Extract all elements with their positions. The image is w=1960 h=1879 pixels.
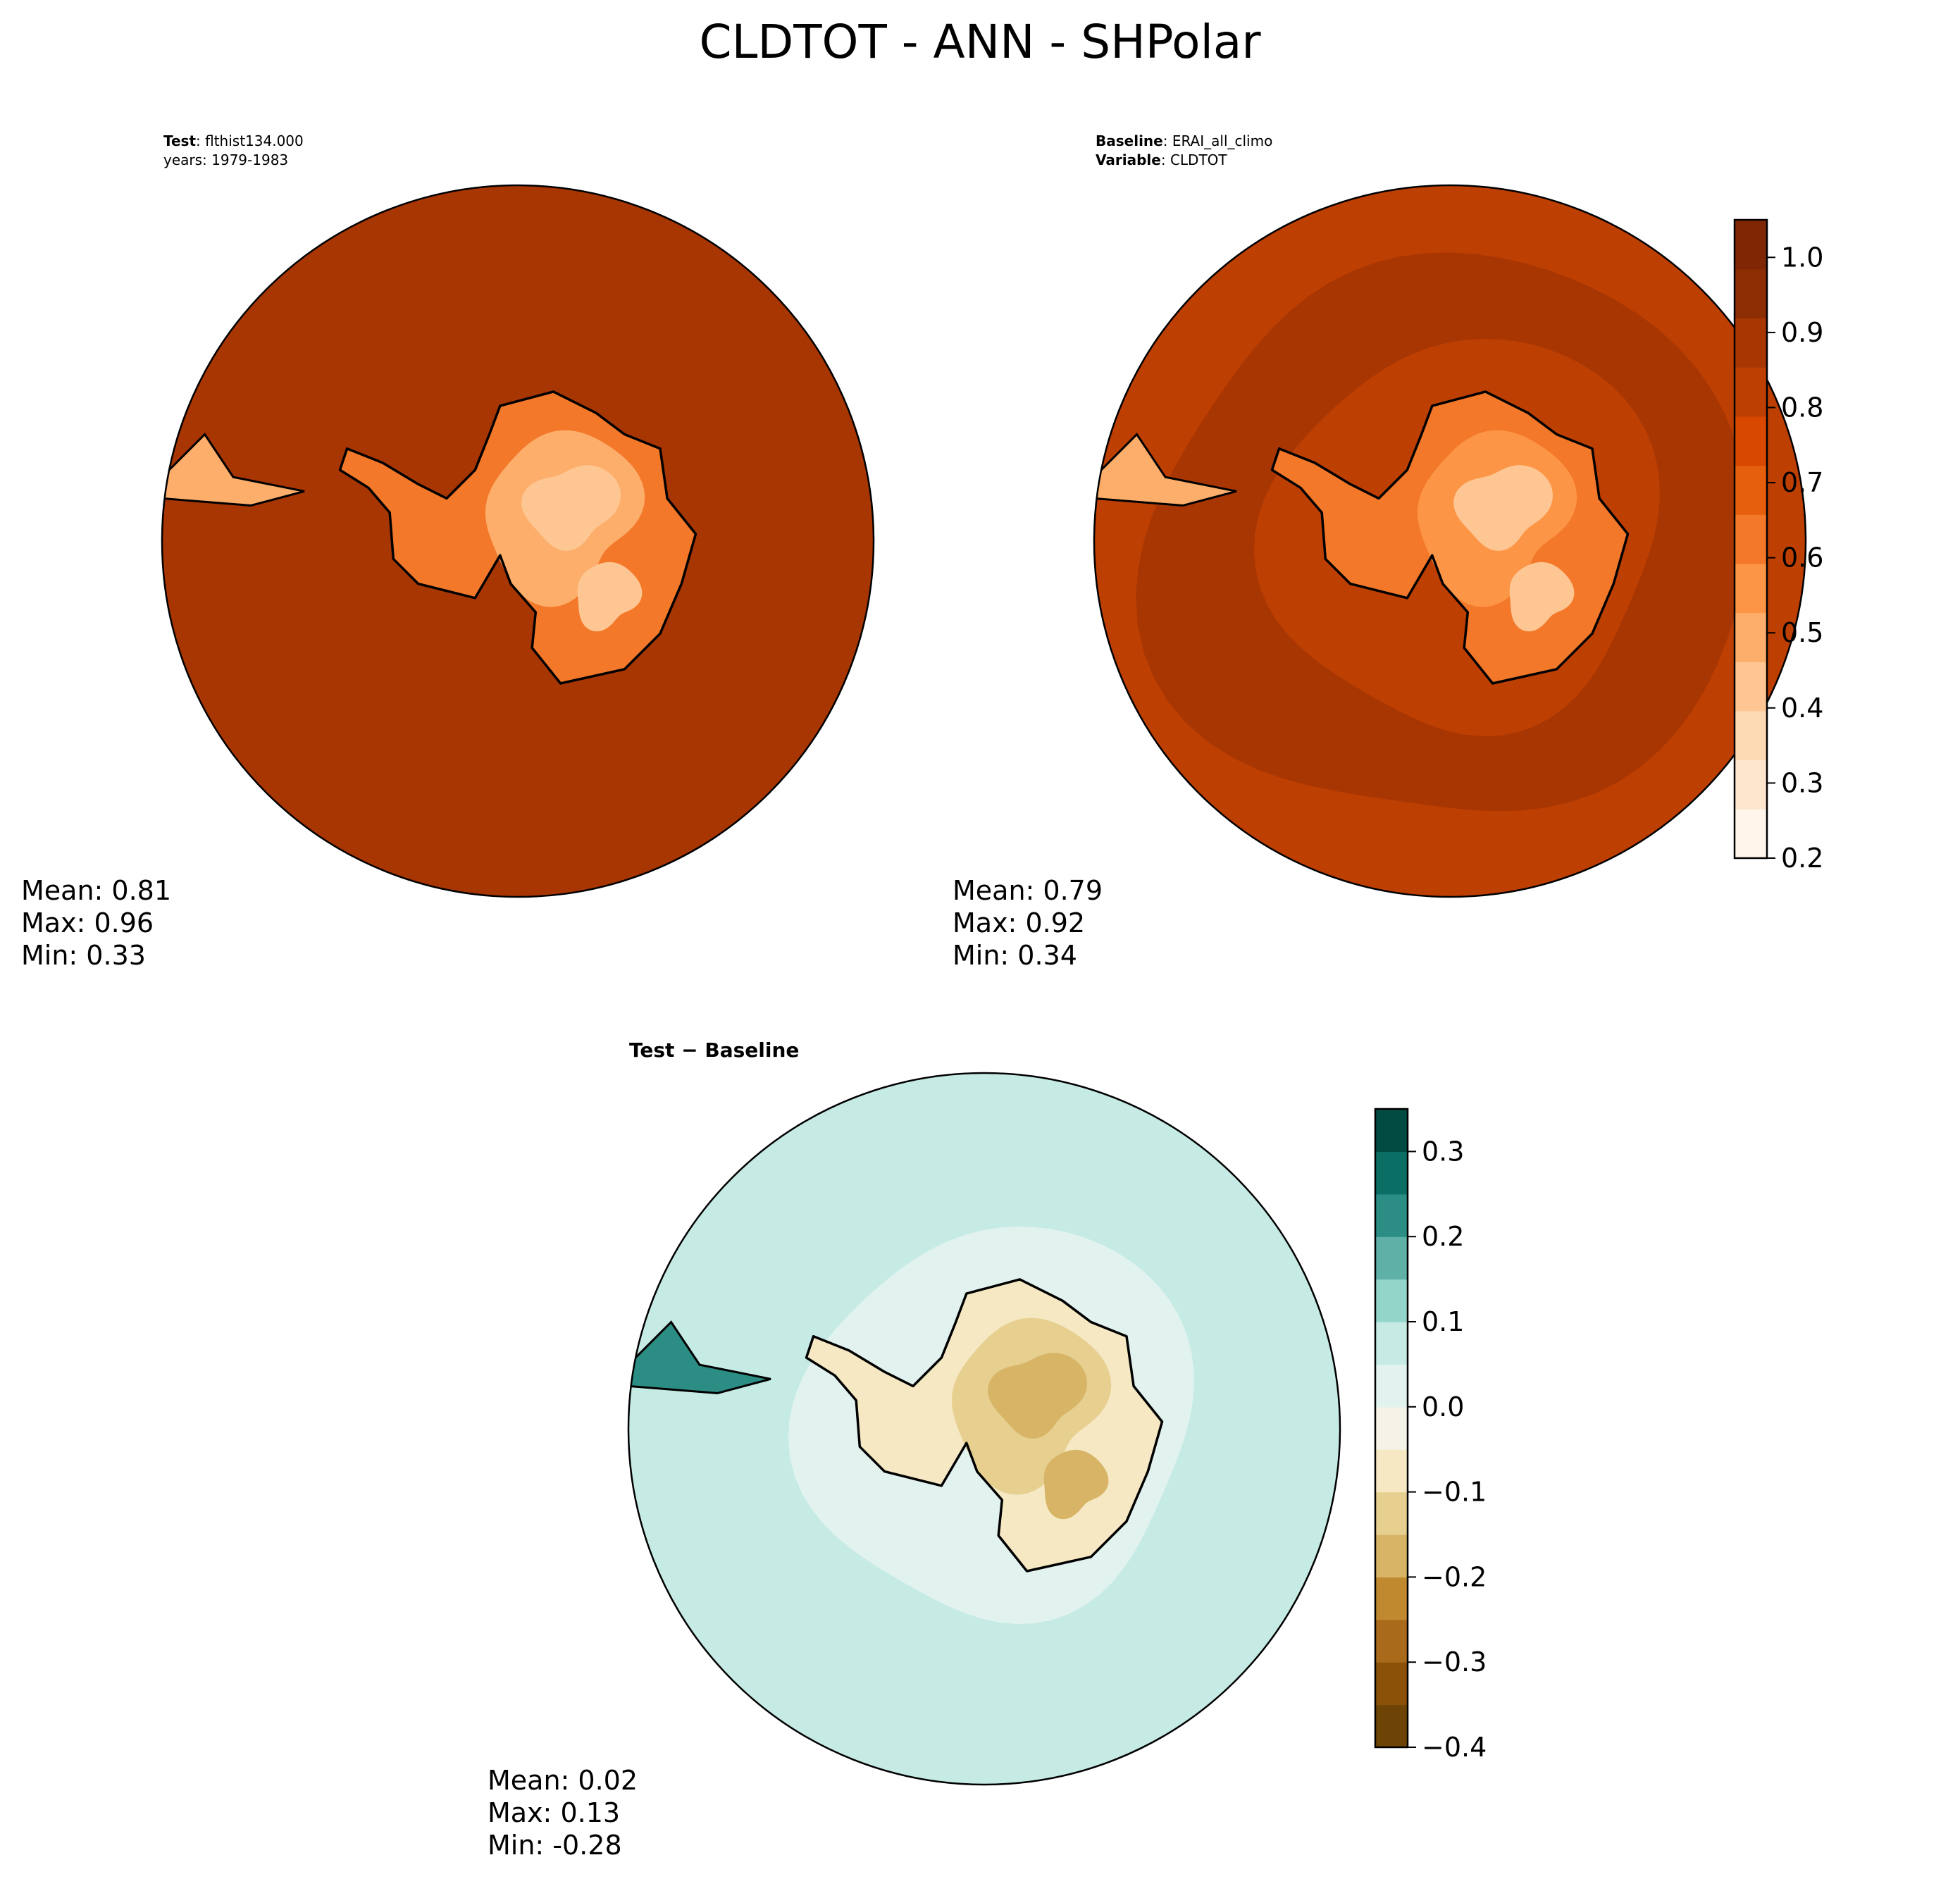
cloud-colorbar-tick-label: 0.7 — [1781, 467, 1823, 498]
baseline-stat-min: Min: 0.34 — [953, 940, 1077, 971]
difference-colorbar-tick-label: 0.1 — [1422, 1306, 1464, 1337]
difference-colorbar-tick-label: −0.1 — [1422, 1477, 1487, 1508]
cloud-colorbar-tick-label: 1.0 — [1781, 242, 1823, 273]
difference-colorbar-swatch — [1375, 1193, 1408, 1237]
difference-colorbar-swatch — [1375, 1109, 1408, 1152]
difference-colorbar-tick-label: −0.2 — [1422, 1561, 1487, 1592]
difference-colorbar-swatch — [1375, 1322, 1408, 1365]
cloud-colorbar-swatch — [1735, 563, 1767, 614]
baseline-south-america-tip — [1094, 433, 1237, 507]
panel-baseline: Baseline: ERAI_all_climo Variable: CLDTO… — [953, 132, 1823, 971]
cloud-colorbar-tick-label: 0.8 — [1781, 392, 1823, 423]
difference-colorbar-tick-label: 0.2 — [1422, 1221, 1464, 1252]
baseline-header-value: : ERAI_all_climo — [1163, 132, 1273, 149]
difference-colorbar-tick-label: 0.3 — [1422, 1136, 1464, 1167]
difference-antarctica-coastline — [805, 1278, 1164, 1573]
difference-colorbar-swatch — [1375, 1279, 1408, 1322]
baseline-header-line-2: Variable: CLDTOT — [1096, 151, 1227, 168]
test-header-label: Test — [163, 132, 196, 149]
difference-colorbar-swatch — [1375, 1662, 1408, 1706]
difference-colorbar-swatch — [1375, 1534, 1408, 1577]
cloud-colorbar-swatch — [1735, 367, 1767, 417]
difference-colorbar-tick-label: −0.4 — [1422, 1732, 1487, 1763]
cloud-colorbar-swatch — [1735, 416, 1767, 466]
baseline-header-line-1: Baseline: ERAI_all_climo — [1096, 132, 1272, 149]
cloud-colorbar-swatch — [1735, 759, 1767, 810]
difference-colorbar-swatch — [1375, 1619, 1408, 1663]
test-south-america-tip — [162, 433, 305, 507]
difference-stat-min: Min: -0.28 — [488, 1830, 622, 1861]
panel-difference: Test − Baseline Mean: 0.02 Max: 0.13 Min… — [488, 1038, 1487, 1861]
test-stat-min: Min: 0.33 — [21, 940, 146, 971]
difference-colorbar-swatch — [1375, 1704, 1408, 1748]
difference-colorbar-swatch — [1375, 1364, 1408, 1408]
baseline-ice-core — [1453, 465, 1553, 551]
baseline-header-label: Baseline — [1096, 132, 1163, 149]
cloud-colorbar-swatch — [1735, 318, 1767, 368]
difference-colorbar-swatch — [1375, 1577, 1408, 1620]
cloud-colorbar-tick-label: 0.3 — [1781, 767, 1823, 798]
baseline-ice-core-east — [1509, 562, 1575, 632]
difference-stat-max: Max: 0.13 — [488, 1797, 620, 1828]
difference-colorbar-swatch — [1375, 1236, 1408, 1280]
cloud-colorbar-tick-label: 0.4 — [1781, 693, 1823, 724]
cloud-colorbar-swatch — [1735, 465, 1767, 515]
difference-colorbar-tick-label: 0.0 — [1422, 1391, 1464, 1422]
test-header-line-1: Test: flthist134.000 — [163, 132, 304, 149]
test-antarctica-coastline — [338, 390, 697, 685]
difference-map-border — [627, 1072, 1341, 1786]
cloud-colorbar-tick-label: 0.2 — [1781, 843, 1823, 874]
difference-colorbar-tick-label: −0.3 — [1422, 1647, 1487, 1678]
cloud-colorbar-tick-label: 0.6 — [1781, 542, 1823, 573]
test-map-border — [161, 184, 875, 898]
cloud-colorbar-swatch — [1735, 220, 1767, 270]
cloud-colorbar-swatch — [1735, 809, 1767, 859]
baseline-stat-max: Max: 0.92 — [953, 907, 1085, 938]
difference-colorbar-swatch — [1375, 1406, 1408, 1450]
baseline-map — [1094, 185, 1806, 897]
difference-stat-mean: Mean: 0.02 — [488, 1765, 638, 1796]
cloud-colorbar-swatch — [1735, 268, 1767, 318]
panel-test: Test: flthist134.000 years: 1979-1983 Me… — [21, 132, 875, 971]
cloud-colorbar-tick-label: 0.9 — [1781, 317, 1823, 348]
baseline-variable-value: : CLDTOT — [1161, 151, 1228, 168]
difference-south-america-tip — [628, 1320, 771, 1395]
difference-map — [628, 1073, 1340, 1785]
test-stat-max: Max: 0.96 — [21, 907, 154, 938]
difference-colorbar-swatch — [1375, 1449, 1408, 1493]
cloud-colorbar-swatch — [1735, 710, 1767, 761]
baseline-map-border — [1093, 184, 1807, 898]
difference-header: Test − Baseline — [629, 1038, 799, 1062]
difference-colorbar-swatch — [1375, 1492, 1408, 1535]
cloud-colorbar: 0.2 0.3 0.4 0.5 0.6 0.7 0.8 0.9 1.0 — [1733, 218, 1823, 874]
baseline-variable-label: Variable — [1096, 151, 1161, 168]
difference-ice-core — [988, 1353, 1087, 1439]
cloud-colorbar-swatch — [1735, 662, 1767, 712]
cloud-colorbar-swatch — [1735, 514, 1767, 564]
difference-colorbar-frame — [1374, 1108, 1409, 1749]
test-header-value: : flthist134.000 — [196, 132, 304, 149]
test-ice-core-east — [577, 562, 643, 632]
baseline-antarctica-coastline — [1270, 390, 1630, 685]
cloud-colorbar-frame — [1733, 218, 1768, 860]
baseline-stat-mean: Mean: 0.79 — [953, 875, 1103, 906]
difference-colorbar-swatch — [1375, 1151, 1408, 1195]
test-map — [162, 185, 874, 897]
figure-title: CLDTOT - ANN - SHPolar — [700, 15, 1262, 69]
difference-ice-core-east — [1043, 1449, 1109, 1520]
difference-colorbar: 0.3 0.2 0.1 0.0 −0.1 −0.2 −0.3 −0.4 — [1374, 1108, 1487, 1763]
cloud-colorbar-tick-label: 0.5 — [1781, 617, 1823, 648]
test-ice-core — [521, 465, 621, 551]
test-header-line-2: years: 1979-1983 — [163, 151, 288, 168]
test-stat-mean: Mean: 0.81 — [21, 875, 171, 906]
cloud-colorbar-swatch — [1735, 612, 1767, 662]
